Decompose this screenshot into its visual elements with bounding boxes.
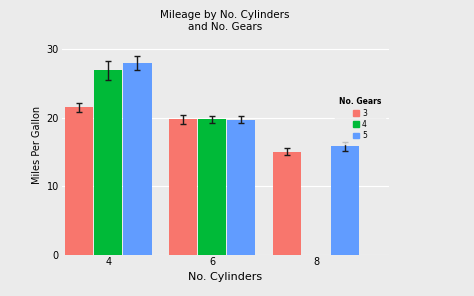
Y-axis label: Miles Per Gallon: Miles Per Gallon — [32, 106, 42, 184]
Bar — [273, 152, 301, 255]
Title: Mileage by No. Cylinders
and No. Gears: Mileage by No. Cylinders and No. Gears — [160, 10, 290, 32]
X-axis label: No. Cylinders: No. Cylinders — [188, 271, 262, 281]
Legend: 3, 4, 5: 3, 4, 5 — [335, 94, 385, 144]
Bar — [123, 63, 152, 255]
Bar — [198, 119, 226, 255]
Bar — [331, 147, 359, 255]
Bar — [169, 119, 197, 255]
Bar — [94, 70, 122, 255]
Bar — [65, 107, 93, 255]
Bar — [227, 120, 255, 255]
